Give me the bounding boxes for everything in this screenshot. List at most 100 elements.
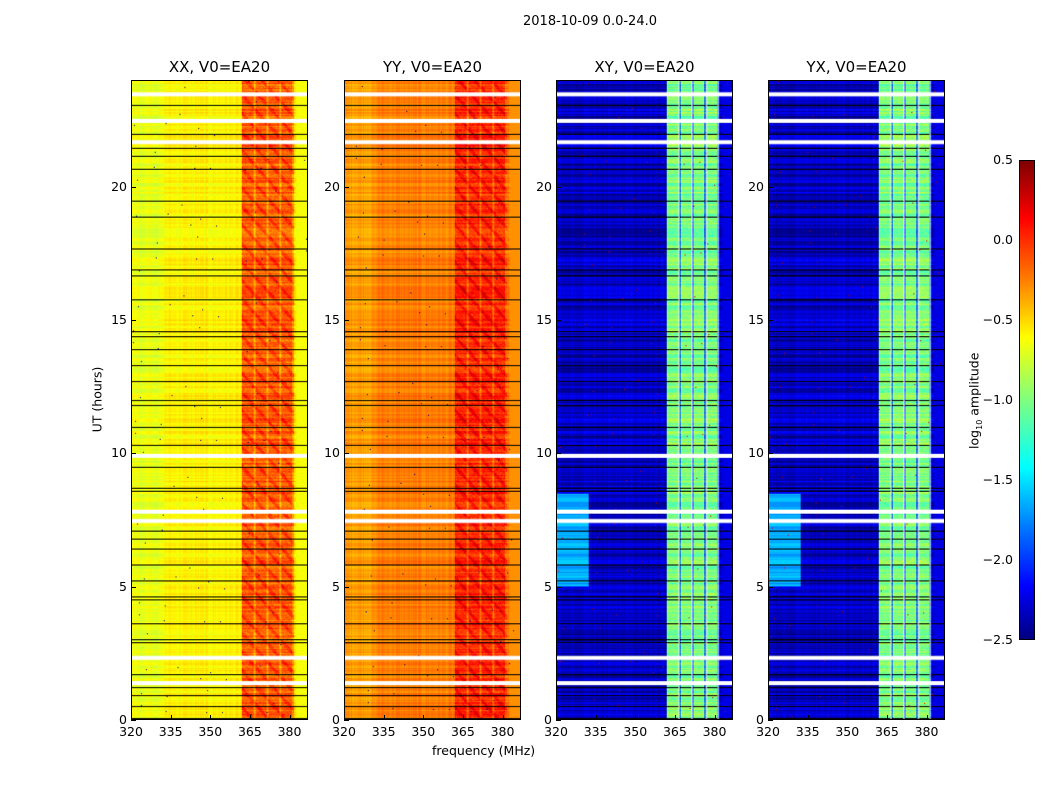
colorbar-tick-label: −0.5 [982, 312, 1013, 327]
x-tick-label: 380 [490, 724, 515, 739]
x-tick-mark [383, 715, 385, 720]
x-tick-label: 335 [371, 724, 396, 739]
heatmap-canvas-xx [132, 81, 307, 719]
y-tick-label: 10 [324, 445, 340, 461]
x-tick-label: 380 [277, 724, 302, 739]
x-tick-mark [886, 715, 888, 720]
y-tick-label: 15 [324, 312, 340, 327]
heatmap-xx [131, 80, 308, 720]
y-tick-mark [556, 186, 561, 188]
y-tick-mark [768, 720, 773, 721]
x-tick-mark [635, 715, 637, 720]
x-tick-mark [289, 715, 291, 720]
y-tick-mark [344, 453, 349, 455]
y-tick-label: 5 [119, 578, 127, 594]
x-tick-mark [131, 715, 132, 720]
x-tick-mark [714, 715, 716, 720]
x-tick-mark [926, 715, 928, 720]
colorbar-tick-label: −2.5 [982, 632, 1013, 647]
y-tick-mark [344, 186, 349, 188]
y-axis-label: UT (hours) [89, 366, 105, 433]
x-tick-label: 335 [158, 724, 183, 739]
x-tick-label: 350 [198, 724, 223, 739]
figure-title: 2018-10-09 0.0-24.0 [523, 14, 657, 29]
y-tick-mark [131, 186, 136, 188]
y-tick-mark [131, 720, 136, 721]
colorbar-tick-label: −1.0 [982, 392, 1013, 407]
y-tick-label: 20 [111, 178, 127, 194]
heatmap-canvas-yy [345, 81, 520, 719]
x-tick-label: 350 [623, 724, 648, 739]
x-tick-label: 380 [914, 724, 939, 739]
y-tick-label: 20 [748, 178, 764, 194]
y-tick-mark [556, 453, 561, 455]
x-axis-label: frequency (MHz) [432, 743, 536, 758]
x-tick-mark [674, 715, 676, 720]
colorbar-tick-label: −2.0 [982, 552, 1013, 567]
x-tick-label: 365 [450, 724, 475, 739]
y-tick-label: 10 [536, 445, 552, 461]
x-tick-mark [423, 715, 425, 720]
y-tick-label: 15 [748, 312, 764, 327]
x-tick-mark [768, 715, 769, 720]
y-tick-mark [344, 320, 349, 321]
x-tick-mark [249, 715, 251, 720]
heatmap-xy [556, 80, 733, 720]
x-tick-label: 335 [583, 724, 608, 739]
y-tick-mark [768, 320, 773, 321]
x-tick-mark [502, 715, 504, 720]
panel-title-xy: XY, V0=EA20 [594, 58, 695, 76]
x-tick-label: 380 [702, 724, 727, 739]
y-tick-mark [768, 453, 773, 455]
panel-title-xx: XX, V0=EA20 [168, 58, 271, 76]
y-tick-mark [344, 586, 349, 588]
y-tick-mark [131, 453, 136, 455]
x-tick-mark [462, 715, 464, 720]
x-tick-mark [807, 715, 809, 720]
y-tick-label: 0 [119, 712, 127, 727]
y-tick-label: 10 [111, 445, 127, 461]
heatmap-canvas-xy [557, 81, 732, 719]
heatmap-yx [768, 80, 945, 720]
y-tick-label: 20 [536, 178, 552, 194]
y-tick-mark [768, 186, 773, 188]
x-tick-label: 320 [332, 724, 356, 739]
panel-title-yy: YY, V0=EA20 [382, 58, 483, 76]
y-tick-label: 5 [332, 578, 340, 594]
y-tick-label: 15 [536, 312, 552, 327]
y-tick-mark [131, 586, 136, 588]
y-tick-mark [768, 586, 773, 588]
x-tick-label: 365 [662, 724, 687, 739]
x-tick-mark [847, 715, 849, 720]
panel-title-yx: YX, V0=EA20 [806, 58, 907, 76]
y-tick-label: 5 [756, 578, 764, 594]
x-tick-label: 320 [119, 724, 143, 739]
y-tick-mark [556, 720, 561, 721]
y-tick-mark [556, 320, 561, 321]
x-tick-mark [344, 715, 345, 720]
x-tick-label: 350 [835, 724, 860, 739]
y-tick-label: 0 [544, 712, 552, 727]
y-tick-label: 0 [332, 712, 340, 727]
y-tick-mark [344, 720, 349, 721]
y-tick-label: 10 [748, 445, 764, 461]
colorbar-tick-label: −1.5 [982, 472, 1013, 487]
heatmap-yy [344, 80, 521, 720]
colorbar [1019, 160, 1035, 640]
x-tick-mark [595, 715, 597, 720]
colorbar-tick-label: 0.0 [993, 232, 1013, 247]
y-tick-mark [131, 320, 136, 321]
x-tick-label: 335 [795, 724, 820, 739]
x-tick-label: 365 [874, 724, 899, 739]
y-tick-label: 5 [544, 578, 552, 594]
x-tick-label: 350 [411, 724, 436, 739]
y-tick-label: 15 [111, 312, 127, 327]
heatmap-canvas-yx [769, 81, 944, 719]
x-tick-label: 365 [237, 724, 262, 739]
y-tick-mark [556, 586, 561, 588]
colorbar-tick-label: 0.5 [993, 152, 1013, 167]
y-tick-label: 0 [756, 712, 764, 727]
x-tick-mark [210, 715, 212, 720]
x-tick-label: 320 [544, 724, 568, 739]
y-tick-label: 20 [324, 178, 340, 194]
